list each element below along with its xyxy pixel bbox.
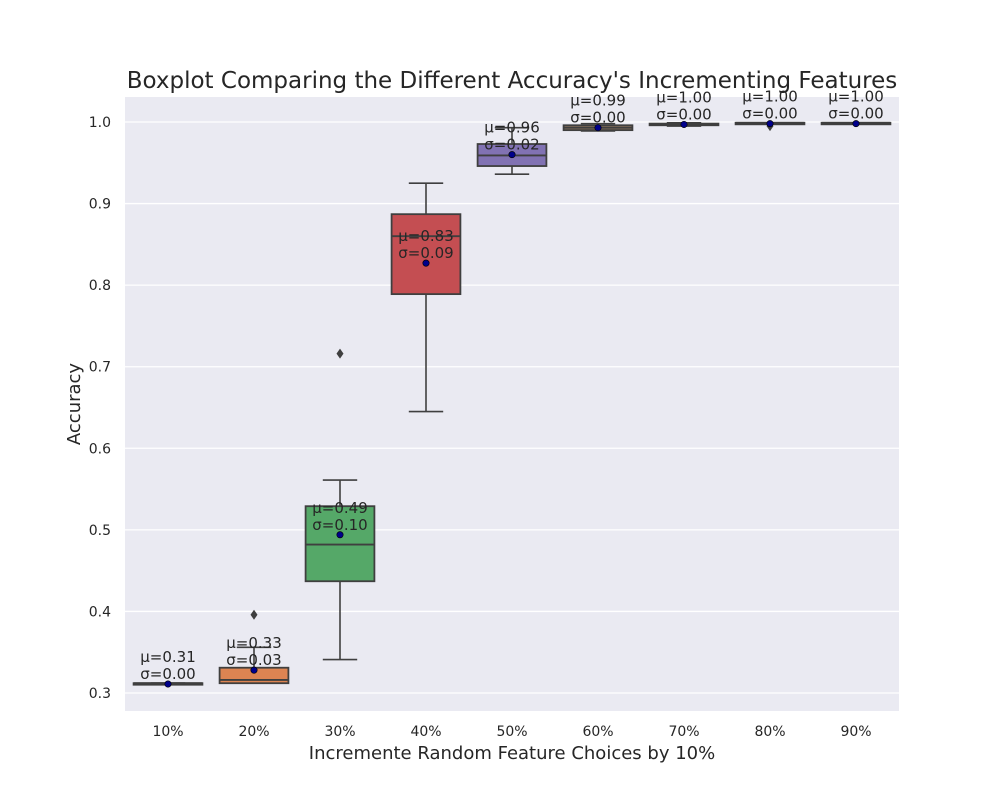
- box-group: [476, 126, 548, 176]
- mean-marker: [422, 259, 430, 267]
- std-label: σ=0.02: [484, 136, 539, 154]
- std-label: σ=0.00: [656, 105, 711, 123]
- std-label: σ=0.00: [570, 109, 625, 127]
- x-tick-labels: 10% 20% 30% 40% 50% 60% 70% 80% 90%: [152, 724, 871, 740]
- box-group: [218, 609, 290, 685]
- y-tick-label: 0.6: [89, 441, 111, 457]
- x-tick-label: 50%: [496, 724, 527, 740]
- box-group: [820, 120, 892, 128]
- mean-marker: [250, 666, 258, 674]
- mean-label: μ=0.31: [140, 648, 196, 666]
- box-group: [562, 122, 634, 132]
- outlier-marker: [250, 609, 258, 620]
- y-tick-label: 0.8: [89, 278, 111, 294]
- mean-label: μ=0.83: [398, 227, 454, 245]
- mean-marker: [852, 120, 860, 128]
- box-group: [304, 348, 376, 661]
- x-tick-label: 30%: [324, 724, 355, 740]
- mean-marker: [594, 124, 602, 132]
- boxes-layer: [132, 120, 892, 688]
- y-tick-label: 0.3: [89, 686, 111, 702]
- mean-marker: [164, 680, 172, 688]
- mean-marker: [508, 151, 516, 159]
- stat-labels-layer: μ=0.31σ=0.00μ=0.33σ=0.03μ=0.49σ=0.10μ=0.…: [140, 88, 884, 683]
- mean-marker: [680, 120, 688, 128]
- x-tick-label: 60%: [582, 724, 613, 740]
- x-tick-label: 20%: [238, 724, 269, 740]
- x-tick-label: 40%: [410, 724, 441, 740]
- y-tick-labels: 0.3 0.4 0.5 0.6 0.7 0.8 0.9 1.0: [89, 115, 111, 702]
- chart-title: Boxplot Comparing the Different Accuracy…: [127, 68, 898, 94]
- std-label: σ=0.00: [742, 105, 797, 123]
- x-tick-label: 90%: [840, 724, 871, 740]
- x-tick-label: 70%: [668, 724, 699, 740]
- y-tick-label: 0.5: [89, 523, 111, 539]
- box-group: [390, 182, 462, 413]
- box-group: [648, 120, 720, 128]
- box-iqr: [390, 213, 462, 296]
- std-label: σ=0.10: [312, 516, 367, 534]
- std-label: σ=0.09: [398, 244, 453, 262]
- y-axis-label: Accuracy: [64, 363, 85, 446]
- mean-label: μ=1.00: [742, 88, 798, 106]
- y-tick-label: 1.0: [89, 115, 111, 131]
- x-axis-label: Incremente Random Feature Choices by 10%: [309, 743, 715, 764]
- mean-label: μ=0.33: [226, 634, 282, 652]
- mean-marker: [766, 120, 774, 128]
- mean-label: μ=0.96: [484, 119, 540, 137]
- box-group: [734, 120, 806, 132]
- mean-label: μ=1.00: [828, 88, 884, 106]
- mean-label: μ=0.99: [570, 92, 626, 110]
- y-tick-label: 0.7: [89, 360, 111, 376]
- std-label: σ=0.00: [140, 665, 195, 683]
- x-tick-label: 80%: [754, 724, 785, 740]
- y-tick-label: 0.4: [89, 604, 111, 620]
- std-label: σ=0.03: [226, 651, 281, 669]
- plot-background: [125, 97, 899, 711]
- std-label: σ=0.00: [828, 105, 883, 123]
- mean-marker: [336, 531, 344, 539]
- mean-label: μ=1.00: [656, 88, 712, 106]
- mean-label: μ=0.49: [312, 499, 368, 517]
- outlier-marker: [336, 348, 344, 359]
- box-group: [132, 680, 204, 688]
- x-tick-label: 10%: [152, 724, 183, 740]
- y-tick-label: 0.9: [89, 197, 111, 213]
